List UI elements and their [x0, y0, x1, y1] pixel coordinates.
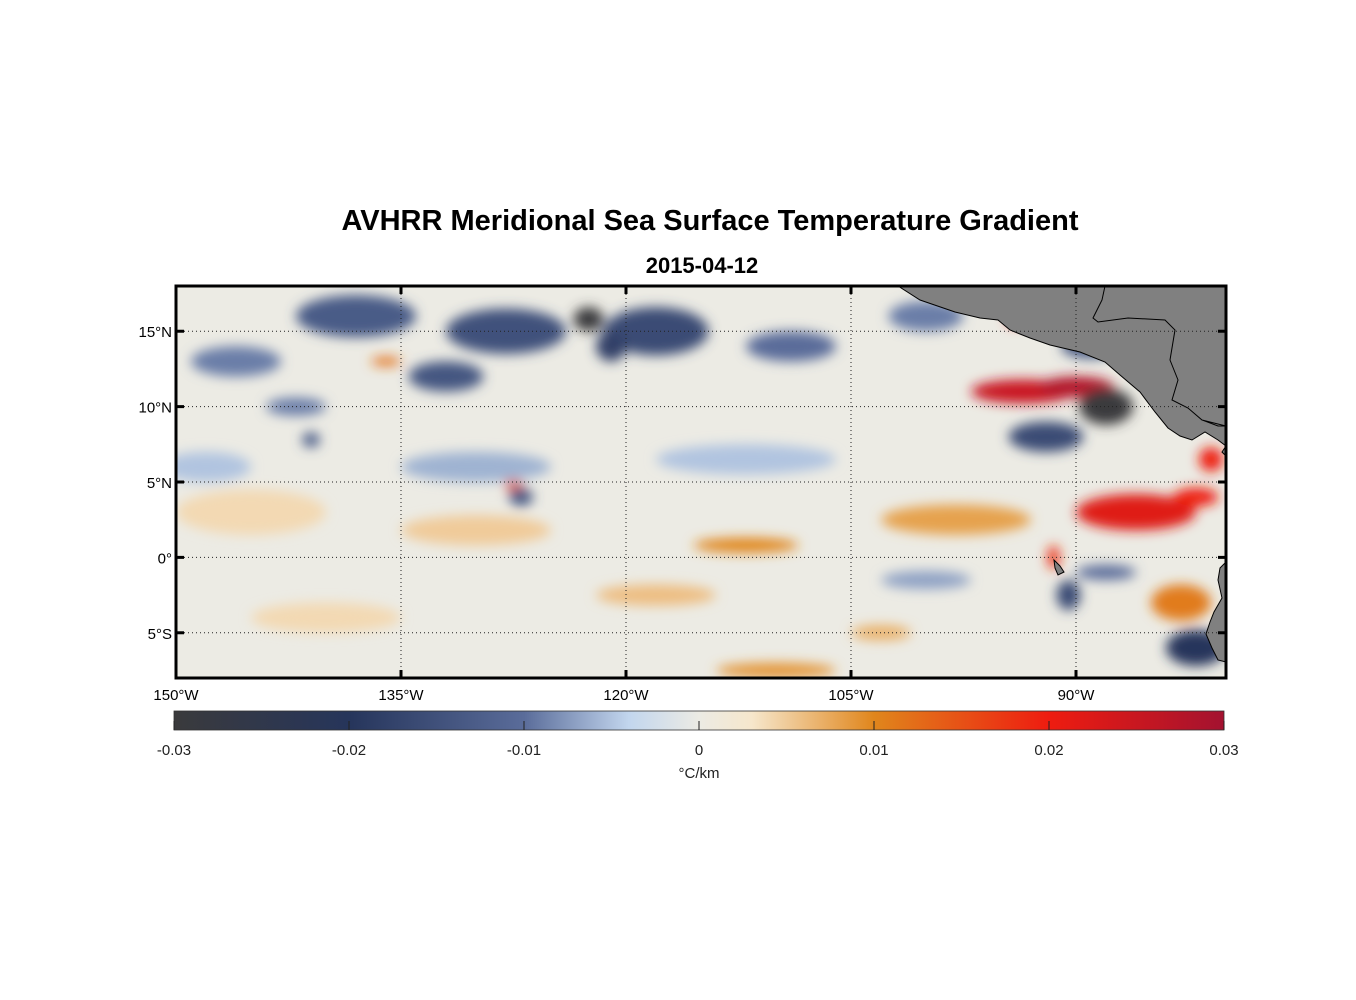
- cold-gradient-feature: [191, 346, 281, 377]
- cold-gradient-feature: [446, 308, 566, 354]
- warm-gradient-feature: [1151, 584, 1211, 621]
- warm-gradient-feature: [176, 489, 326, 535]
- warm-gradient-feature: [371, 356, 401, 366]
- warm-gradient-feature: [401, 515, 551, 546]
- cold-gradient-feature: [302, 432, 320, 448]
- warm-gradient-feature: [596, 584, 716, 606]
- longitude-tick-label: 90°W: [1058, 687, 1096, 704]
- colorbar-tick-label: 0: [695, 742, 703, 759]
- cold-gradient-feature: [1076, 564, 1136, 580]
- latitude-tick-label: 5°S: [148, 626, 172, 643]
- cold-gradient-feature: [656, 444, 836, 475]
- cold-gradient-feature: [176, 451, 251, 482]
- map-plot-area: [176, 286, 1226, 678]
- cold-gradient-feature: [1008, 421, 1084, 452]
- cold-gradient-feature: [296, 295, 416, 338]
- cold-gradient-feature: [408, 361, 484, 392]
- warm-gradient-feature: [1173, 488, 1219, 507]
- colorbar-tick-label: -0.02: [332, 742, 366, 759]
- land-galapagos: [1053, 558, 1065, 576]
- map-subtitle: 2015-04-12: [645, 253, 759, 278]
- cold-gradient-feature: [573, 307, 604, 332]
- latitude-tick-label: 10°N: [138, 400, 172, 417]
- warm-gradient-feature: [1199, 447, 1223, 472]
- warm-gradient-feature: [693, 537, 799, 553]
- latitude-tick-label: 0°: [158, 550, 172, 567]
- longitude-tick-label: 105°W: [828, 687, 874, 704]
- colorbar-tick-label: 0.01: [859, 742, 888, 759]
- warm-gradient-feature: [881, 504, 1031, 535]
- warm-gradient-feature: [251, 602, 401, 633]
- warm-gradient-feature: [504, 480, 523, 490]
- longitude-tick-label: 120°W: [603, 687, 649, 704]
- map-title: AVHRR Meridional Sea Surface Temperature…: [341, 205, 1079, 237]
- latitude-tick-label: 15°N: [138, 324, 172, 341]
- cold-gradient-feature: [881, 570, 971, 590]
- cold-gradient-feature: [746, 331, 836, 362]
- colorbar-ticks: -0.03 -0.02 -0.01 0 0.01 0.02 0.03: [157, 721, 1239, 759]
- map-gridlines: [176, 286, 1226, 678]
- colorbar-unit-label: °C/km: [679, 765, 720, 782]
- colorbar-tick-label: 0.03: [1209, 742, 1238, 759]
- colorbar-tick-label: -0.03: [157, 742, 191, 759]
- land-mexico: [897, 286, 1226, 447]
- longitude-tick-label: 135°W: [378, 687, 424, 704]
- cold-gradient-feature: [1056, 580, 1081, 611]
- longitude-axis: 150°W 135°W 120°W 105°W 90°W: [153, 286, 1095, 704]
- colorbar-tick-label: 0.02: [1034, 742, 1063, 759]
- cold-gradient-feature: [509, 488, 533, 507]
- land-south-america: [1205, 561, 1226, 663]
- cold-gradient-feature: [401, 451, 551, 482]
- longitude-tick-label: 150°W: [153, 687, 199, 704]
- warm-gradient-feature: [716, 662, 836, 678]
- cold-gradient-feature: [1079, 388, 1133, 425]
- warm-gradient-feature: [1076, 494, 1196, 531]
- latitude-tick-label: 5°N: [147, 475, 172, 492]
- colorbar-tick-label: -0.01: [507, 742, 541, 759]
- latitude-axis: 15°N 10°N 5°N 0° 5°S: [138, 324, 1226, 643]
- cold-gradient-feature: [596, 331, 626, 362]
